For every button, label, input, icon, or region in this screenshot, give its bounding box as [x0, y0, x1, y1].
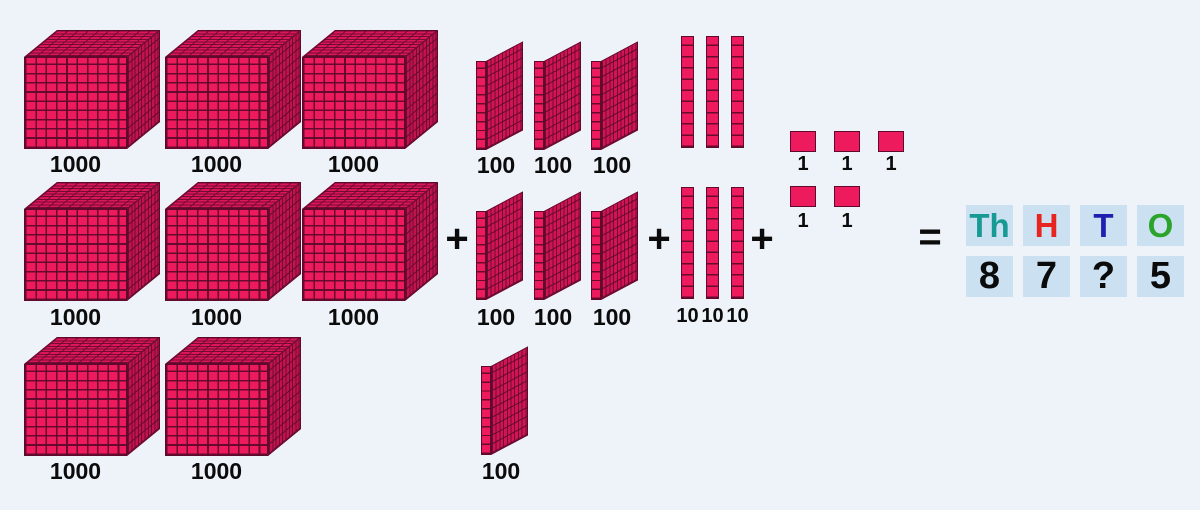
thousand-label: 1000 [327, 304, 380, 330]
table-header-tens: T [1080, 205, 1127, 246]
cube-front-face [24, 209, 127, 301]
thousand-label: 1000 [190, 151, 243, 177]
ten-rod [706, 187, 719, 299]
flat-grid-face [491, 346, 528, 455]
table-value-hundreds: 7 [1023, 255, 1070, 297]
thousand-label: 1000 [190, 458, 243, 484]
hundred-flat [591, 37, 639, 150]
equals-operator: = [918, 214, 942, 259]
table-value-tens-answer-slot[interactable]: ? [1080, 255, 1127, 297]
one-unit [834, 131, 860, 152]
flat-edge-face [534, 211, 544, 300]
hundred-label: 100 [533, 152, 573, 178]
flat-grid-face [601, 191, 638, 300]
table-header-thousands: Th [966, 205, 1013, 246]
ten-rod [681, 187, 694, 299]
cube-front-face [302, 57, 405, 149]
ten-rod [731, 187, 744, 299]
thousand-label: 1000 [49, 151, 102, 177]
flat-grid-face [544, 41, 581, 150]
thousand-label: 1000 [190, 304, 243, 330]
hundred-label: 100 [592, 152, 632, 178]
flat-grid-face [486, 191, 523, 300]
hundred-flat [534, 187, 582, 300]
thousand-cube [24, 336, 161, 456]
flat-edge-face [591, 211, 601, 300]
flat-grid-face [486, 41, 523, 150]
table-header-hundreds: H [1023, 205, 1070, 246]
one-label: 1 [797, 210, 809, 232]
ten-rod [681, 36, 694, 148]
flat-edge-face [481, 366, 491, 455]
cube-front-face [165, 209, 268, 301]
flat-grid-face [601, 41, 638, 150]
plus-operator: + [750, 216, 774, 261]
ten-rod [706, 36, 719, 148]
cube-front-face [165, 364, 268, 456]
hundred-label: 100 [592, 304, 632, 330]
thousand-cube [165, 336, 302, 456]
flat-edge-face [591, 61, 601, 150]
one-unit [834, 186, 860, 207]
flat-edge-face [534, 61, 544, 150]
table-value-thousands: 8 [966, 255, 1013, 297]
plus-operator: + [445, 216, 469, 261]
hundred-flat [534, 37, 582, 150]
flat-grid-face [544, 191, 581, 300]
thousand-cube [165, 181, 302, 301]
cube-front-face [302, 209, 405, 301]
one-label: 1 [841, 153, 853, 175]
hundred-label: 100 [476, 152, 516, 178]
hundred-flat [481, 342, 529, 455]
one-unit [790, 131, 816, 152]
thousand-label: 1000 [49, 458, 102, 484]
ten-label: 10 [676, 305, 699, 327]
table-value-ones: 5 [1137, 255, 1184, 297]
flat-edge-face [476, 211, 486, 300]
hundred-label: 100 [533, 304, 573, 330]
ten-rod [731, 36, 744, 148]
thousand-cube [24, 29, 161, 149]
cube-front-face [24, 57, 127, 149]
thousand-cube [302, 181, 439, 301]
one-label: 1 [841, 210, 853, 232]
thousand-label: 1000 [49, 304, 102, 330]
cube-front-face [165, 57, 268, 149]
thousand-cube [24, 181, 161, 301]
plus-operator: + [647, 216, 671, 261]
cube-front-face [24, 364, 127, 456]
ten-label: 10 [701, 305, 724, 327]
one-label: 1 [885, 153, 897, 175]
hundred-flat [476, 187, 524, 300]
hundred-flat [591, 187, 639, 300]
one-unit [878, 131, 904, 152]
thousand-cube [302, 29, 439, 149]
thousand-cube [165, 29, 302, 149]
hundred-flat [476, 37, 524, 150]
ten-label: 10 [726, 305, 749, 327]
table-header-ones: O [1137, 205, 1184, 246]
thousand-label: 1000 [327, 151, 380, 177]
hundred-label: 100 [476, 304, 516, 330]
one-label: 1 [797, 153, 809, 175]
one-unit [790, 186, 816, 207]
flat-edge-face [476, 61, 486, 150]
hundred-label: 100 [481, 458, 521, 484]
